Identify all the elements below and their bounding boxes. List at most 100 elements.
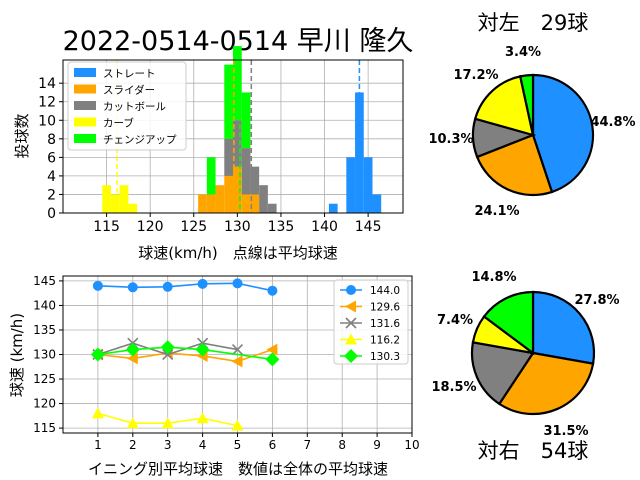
pie-slice-label: 18.5% (431, 380, 476, 395)
pie-slice (531, 290, 596, 365)
line-point (126, 417, 139, 429)
line-point (265, 352, 280, 367)
hist-bar (102, 185, 111, 213)
hist-bar (250, 194, 260, 213)
hist-legend-box (67, 61, 187, 151)
hist-xtick-label: 120 (137, 219, 164, 235)
line-xtick-label: 9 (373, 438, 381, 452)
hist-ytick-label: 12 (38, 95, 56, 111)
line-point (92, 280, 103, 291)
line-legend-label: 129.6 (370, 302, 400, 314)
pie-right-title: 対右 54球 (478, 439, 589, 463)
line-series-curve (91, 407, 244, 431)
line-point (91, 407, 104, 419)
line-xtick-label: 4 (199, 438, 207, 452)
hist-bar (250, 166, 260, 195)
line-point (162, 281, 173, 292)
line-series-straight (92, 278, 278, 296)
hist-ytick-label: 14 (38, 76, 56, 92)
line-ytick-label: 135 (33, 323, 56, 337)
pie-chart-vs-left: 44.8% 24.1% 10.3% 17.2% 3.4% (428, 45, 635, 219)
line-xtick-label: 8 (338, 438, 346, 452)
hist-xtick-label: 130 (224, 219, 251, 235)
hist-bar (224, 138, 233, 176)
line-x-axis-label: イニング別平均球速 数値は全体の平均球速 (88, 460, 388, 478)
line-series-path (97, 282, 273, 292)
hist-bar (328, 203, 338, 213)
line-xtick-label: 2 (129, 438, 137, 452)
line-point (161, 417, 174, 429)
hist-xtick-label: 145 (355, 219, 382, 235)
line-xtick-label: 6 (269, 438, 277, 452)
line-ytick-label: 140 (33, 298, 56, 312)
hist-bar (233, 46, 242, 121)
line-xtick-label: 3 (164, 438, 172, 452)
hist-bar (233, 166, 242, 213)
pie-slice-label: 10.3% (428, 132, 473, 147)
pie-slice-label: 14.8% (471, 270, 516, 285)
hist-bar (241, 148, 251, 195)
hist-legend-label: カーブ (103, 117, 134, 130)
line-point (231, 344, 244, 356)
line-ytick-label: 145 (33, 274, 56, 288)
pie-slice-label: 3.4% (505, 45, 541, 60)
hist-bar (241, 92, 251, 149)
hist-bar (198, 194, 207, 213)
line-point (196, 412, 209, 424)
pie-slice (531, 73, 595, 194)
hist-bar (224, 175, 233, 213)
pie-slice-label: 44.8% (590, 115, 635, 130)
line-point (197, 278, 208, 289)
inning-speed-line-chart: 1 2 3 4 5 6 7 8 9 10 115 120 125 130 135 140 145 イニング別平均球… (8, 274, 420, 478)
hist-legend-swatch (74, 101, 96, 110)
hist-legend-label: チェンジアップ (103, 134, 177, 146)
hist-bar (363, 157, 373, 213)
pitch-speed-histogram: 115 120 125 130 135 140 145 0 2 4 6 8 10 12 14 球速(km/h)… (13, 46, 404, 262)
hist-ytick-label: 0 (47, 206, 56, 222)
hist-legend-swatch (74, 117, 96, 127)
line-point (127, 282, 138, 293)
pie-slice-label: 31.5% (543, 424, 588, 439)
line-point (345, 317, 357, 329)
hist-bar (128, 203, 138, 213)
hist-xtick-label: 125 (180, 219, 207, 235)
hist-ytick-label: 8 (47, 132, 56, 148)
line-legend-label: 131.6 (370, 318, 400, 330)
hist-legend-swatch (74, 68, 96, 77)
hist-legend-label: ストレート (103, 68, 156, 80)
line-point (231, 355, 243, 368)
hist-ytick-label: 10 (38, 113, 56, 129)
hist-bar (206, 194, 216, 213)
pie-slice-label: 24.1% (474, 204, 519, 219)
hist-bar (241, 194, 251, 213)
pie-slice-label: 17.2% (453, 68, 498, 83)
line-xtick-label: 1 (94, 438, 102, 452)
pie-slice (518, 73, 535, 136)
line-xtick-label: 10 (404, 438, 419, 452)
line-point (346, 285, 356, 295)
line-point (267, 285, 278, 296)
line-point (195, 342, 210, 357)
hist-bar (372, 194, 382, 213)
line-ytick-label: 130 (33, 348, 56, 362)
pie-chart-vs-right: 27.8% 31.5% 18.5% 7.4% 14.8% (431, 270, 619, 439)
hist-y-axis-label: 投球数 (13, 113, 31, 158)
hist-ytick-label: 6 (47, 150, 56, 166)
line-ytick-label: 115 (33, 421, 56, 435)
hist-xtick-label: 140 (311, 219, 338, 235)
pie-slice-label: 7.4% (437, 313, 473, 328)
pie-slice (470, 341, 535, 406)
line-point (232, 278, 243, 289)
line-point (344, 349, 358, 363)
line-point (231, 419, 244, 431)
hist-legend-swatch (74, 84, 96, 94)
line-point (345, 333, 357, 345)
line-point (345, 300, 356, 313)
line-point (266, 343, 278, 356)
line-legend-label: 130.3 (370, 351, 400, 363)
pie-slice (482, 290, 535, 356)
line-series-changeup (90, 340, 280, 367)
hist-bar (206, 157, 216, 195)
